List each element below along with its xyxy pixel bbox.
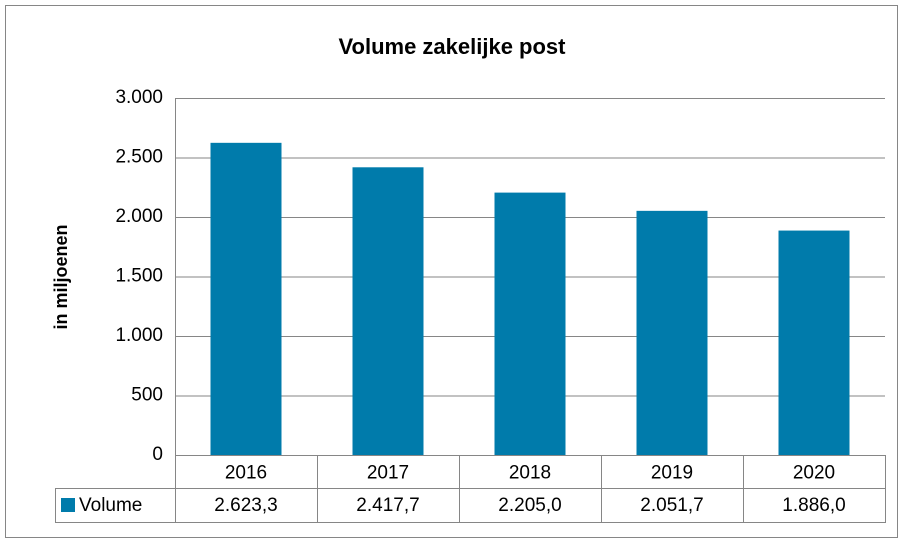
y-tick-label: 2.000 (115, 206, 163, 227)
bar (210, 142, 282, 455)
x-tick-label: 2019 (651, 463, 693, 484)
y-axis-label: in miljoenen (51, 224, 71, 329)
x-tick-label: 2020 (793, 463, 835, 484)
bar (352, 167, 424, 455)
x-tick-label: 2018 (509, 463, 551, 484)
data-table-value: 2.623,3 (214, 495, 277, 516)
legend-swatch (61, 498, 75, 512)
bar (636, 210, 708, 455)
chart-border (5, 5, 898, 538)
bar (778, 230, 850, 455)
y-tick-label: 0 (152, 444, 163, 465)
data-table-value: 2.417,7 (356, 495, 419, 516)
legend-label: Volume (79, 495, 142, 516)
y-tick-label: 2.500 (115, 147, 163, 168)
bar (494, 192, 566, 456)
data-table-value: 2.205,0 (498, 495, 561, 516)
data-table-value: 2.051,7 (640, 495, 703, 516)
x-tick-label: 2017 (367, 463, 409, 484)
y-tick-label: 1.000 (115, 325, 163, 346)
data-table-value: 1.886,0 (782, 495, 845, 516)
y-tick-label: 3.000 (115, 87, 163, 108)
y-tick-label: 1.500 (115, 266, 163, 287)
x-tick-label: 2016 (225, 463, 267, 484)
table-cell (743, 488, 886, 523)
y-tick-label: 500 (131, 385, 163, 406)
chart-title: Volume zakelijke post (338, 34, 566, 59)
